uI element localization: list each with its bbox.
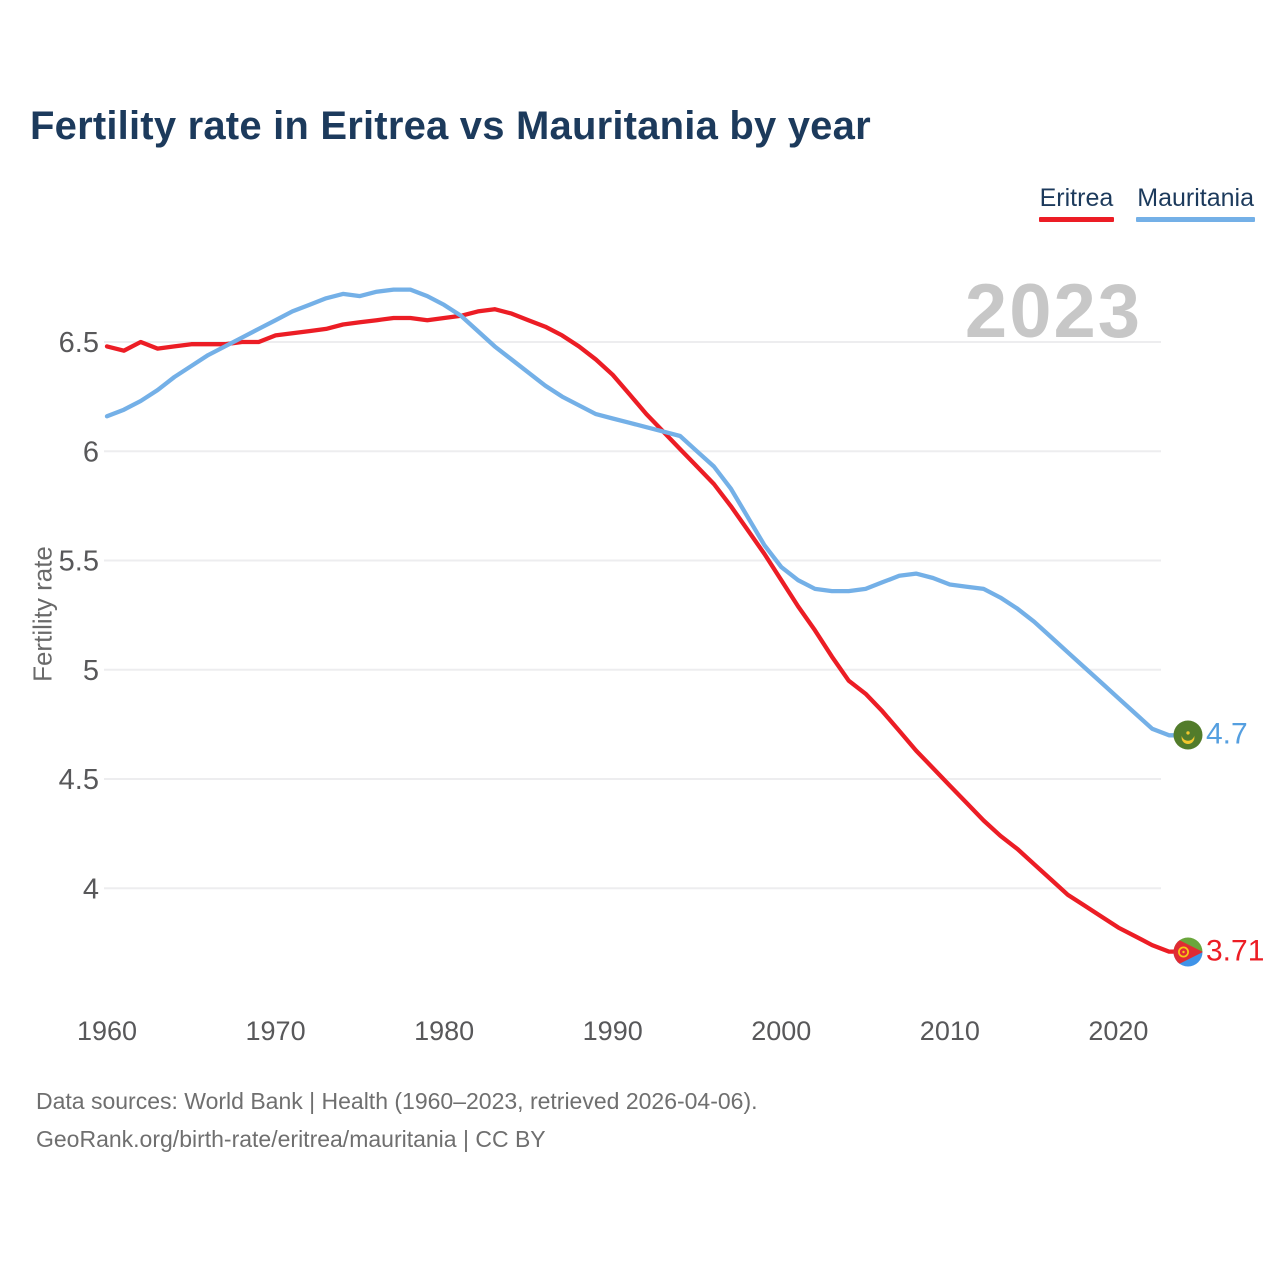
legend: Eritrea Mauritania bbox=[1038, 184, 1255, 222]
legend-item-eritrea[interactable]: Eritrea bbox=[1038, 184, 1115, 222]
legend-underline-mauritania bbox=[1136, 217, 1255, 222]
y-tick-label: 4.5 bbox=[59, 764, 99, 796]
y-tick-label: 6.5 bbox=[59, 327, 99, 359]
license-line: GeoRank.org/birth-rate/eritrea/mauritani… bbox=[36, 1126, 546, 1152]
y-tick-label: 6 bbox=[83, 436, 99, 468]
x-tick-label: 1960 bbox=[77, 1016, 137, 1046]
y-tick-label: 5.5 bbox=[59, 546, 99, 578]
legend-label-mauritania: Mauritania bbox=[1137, 184, 1254, 212]
source-line: Data sources: World Bank | Health (1960–… bbox=[36, 1088, 758, 1114]
y-tick-label: 5 bbox=[83, 655, 99, 687]
mauritania-flag-icon bbox=[1173, 720, 1203, 750]
eritrea-line[interactable] bbox=[104, 307, 1180, 954]
legend-label-eritrea: Eritrea bbox=[1039, 184, 1114, 212]
mauritania-end-value: 4.7 bbox=[1206, 717, 1248, 751]
year-watermark: 2023 bbox=[964, 269, 1142, 354]
y-tick-label: 4 bbox=[83, 873, 99, 905]
source-attribution: Data sources: World Bank | Health (1960–… bbox=[36, 1082, 758, 1158]
eritrea-end-value: 3.71 bbox=[1206, 933, 1265, 967]
x-tick-label: 1990 bbox=[583, 1016, 643, 1046]
x-tick-label: 2010 bbox=[920, 1016, 980, 1046]
page-title: Fertility rate in Eritrea vs Mauritania … bbox=[30, 104, 871, 148]
eritrea-flag-icon bbox=[1173, 937, 1203, 967]
mauritania-line[interactable] bbox=[104, 287, 1180, 738]
x-tick-label: 1980 bbox=[414, 1016, 474, 1046]
x-tick-label: 2000 bbox=[751, 1016, 811, 1046]
legend-item-mauritania[interactable]: Mauritania bbox=[1136, 184, 1255, 222]
x-tick-label: 1970 bbox=[246, 1016, 306, 1046]
legend-underline-eritrea bbox=[1038, 217, 1115, 222]
x-tick-label: 2020 bbox=[1088, 1016, 1148, 1046]
